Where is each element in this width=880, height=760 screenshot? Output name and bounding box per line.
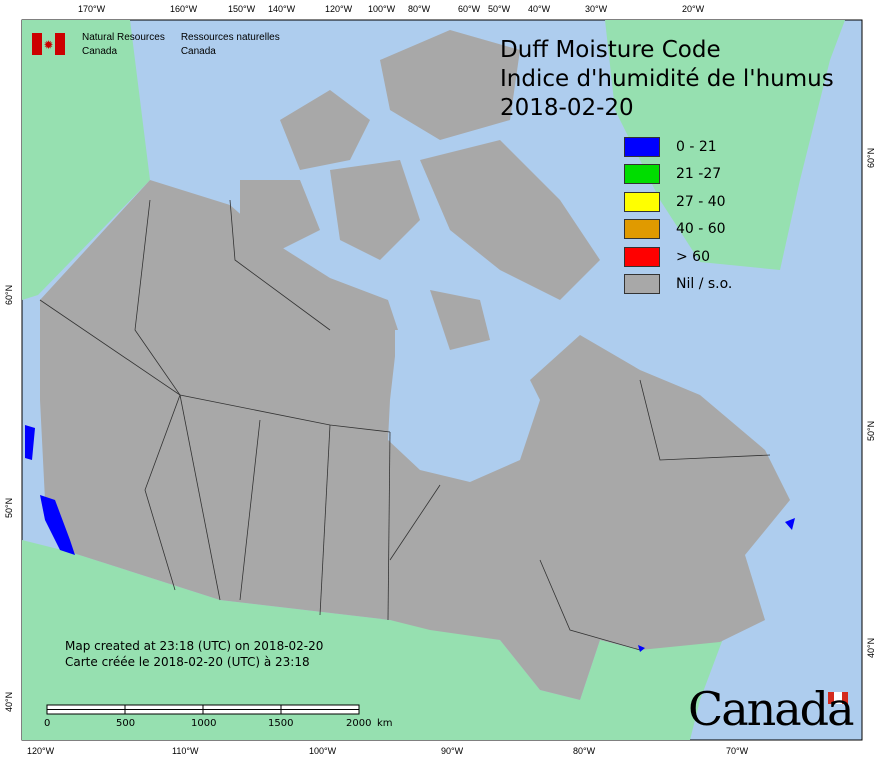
dept-fr-2: Canada [180,46,216,57]
left-axis-label: 50°N [4,497,14,518]
top-axis-label: 50°W [488,4,511,14]
province-borders [39,199,771,651]
legend-item: 21 -27 [624,161,732,189]
legend-label: 40 - 60 [676,221,726,238]
scale-label: 500 [116,718,136,729]
legend-item: 40 - 60 [624,216,732,244]
legend-swatch [624,246,660,267]
legend-swatch [624,164,660,185]
created-fr: Carte créée le 2018-02-20 (UTC) à 23:18 [65,655,310,669]
legend-swatch [624,219,660,240]
scale-label: 0 [44,718,51,729]
legend-label: 0 - 21 [676,138,717,155]
title-en: Duff Moisture Code [500,37,721,63]
left-axis-label: 60°N [4,284,14,305]
bottom-axis-label: 120°W [27,746,55,756]
top-axis-label: 140°W [268,4,296,14]
bottom-axis-label: 100°W [309,746,337,756]
alaska [22,20,150,300]
dmc-low-areas [25,425,795,652]
creation-note: Map created at 23:18 (UTC) on 2018-02-20… [65,638,323,670]
hudson-bay [395,330,530,475]
title-fr: Indice d'humidité de l'humus [500,66,834,92]
canada-wordmark: Canada [688,682,855,736]
dept-fr: Ressources naturelles [180,32,280,43]
legend-label: 27 - 40 [676,193,726,210]
created-en: Map created at 23:18 (UTC) on 2018-02-20 [65,639,324,653]
canada-mainland [40,180,790,700]
top-axis-label: 80°W [408,4,431,14]
legend-swatch [624,136,660,157]
nrcan-signature: Natural Resources Canada Ressources natur… [32,31,280,59]
legend-item: > 60 [624,243,732,271]
top-axis-label: 40°W [528,4,551,14]
legend-item: 0 - 21 [624,133,732,161]
top-axis-label: 60°W [458,4,481,14]
dept-en: Natural Resources [82,32,165,43]
legend-swatch [624,274,660,295]
legend-label: 21 -27 [676,166,722,183]
top-axis-label: 150°W [228,4,256,14]
left-axis-label: 40°N [4,691,14,712]
legend-label: > 60 [676,248,710,265]
bottom-axis-label: 90°W [441,746,464,756]
bottom-axis-label: 80°W [573,746,596,756]
usa [22,540,730,740]
right-axis-label: 50°N [866,420,876,441]
top-axis-label: 160°W [170,4,198,14]
legend-swatch [624,191,660,212]
greenland [605,20,845,270]
scale-label: 1500 [268,718,294,729]
bottom-axis-label: 70°W [726,746,749,756]
bottom-axis-label: 110°W [172,746,199,756]
scale-unit: km [377,718,393,729]
top-axis-label: 170°W [78,4,106,14]
arctic-islands [240,30,600,350]
maple-leaf-icon: ✹ [43,38,53,52]
legend: 0 - 21 21 -27 27 - 40 40 - 60 > 60 Nil / s.o. [624,133,732,298]
dept-en-2: Canada [82,46,118,57]
top-axis-label: 120°W [325,4,353,14]
scale-label: 1000 [191,718,217,729]
top-axis-label: 30°W [585,4,608,14]
map-title: Duff Moisture Code Indice d'humidité de … [500,36,834,123]
right-axis-label: 40°N [866,637,876,658]
top-axis-label: 100°W [368,4,396,14]
top-axis-label: 20°W [682,4,705,14]
legend-label: Nil / s.o. [676,276,733,293]
legend-item: Nil / s.o. [624,271,732,299]
right-axis-label: 60°N [866,147,876,168]
title-date: 2018-02-20 [500,95,634,121]
scale-label: 2000 [346,718,372,729]
legend-item: 27 - 40 [624,188,732,216]
scale-bar [46,704,360,715]
